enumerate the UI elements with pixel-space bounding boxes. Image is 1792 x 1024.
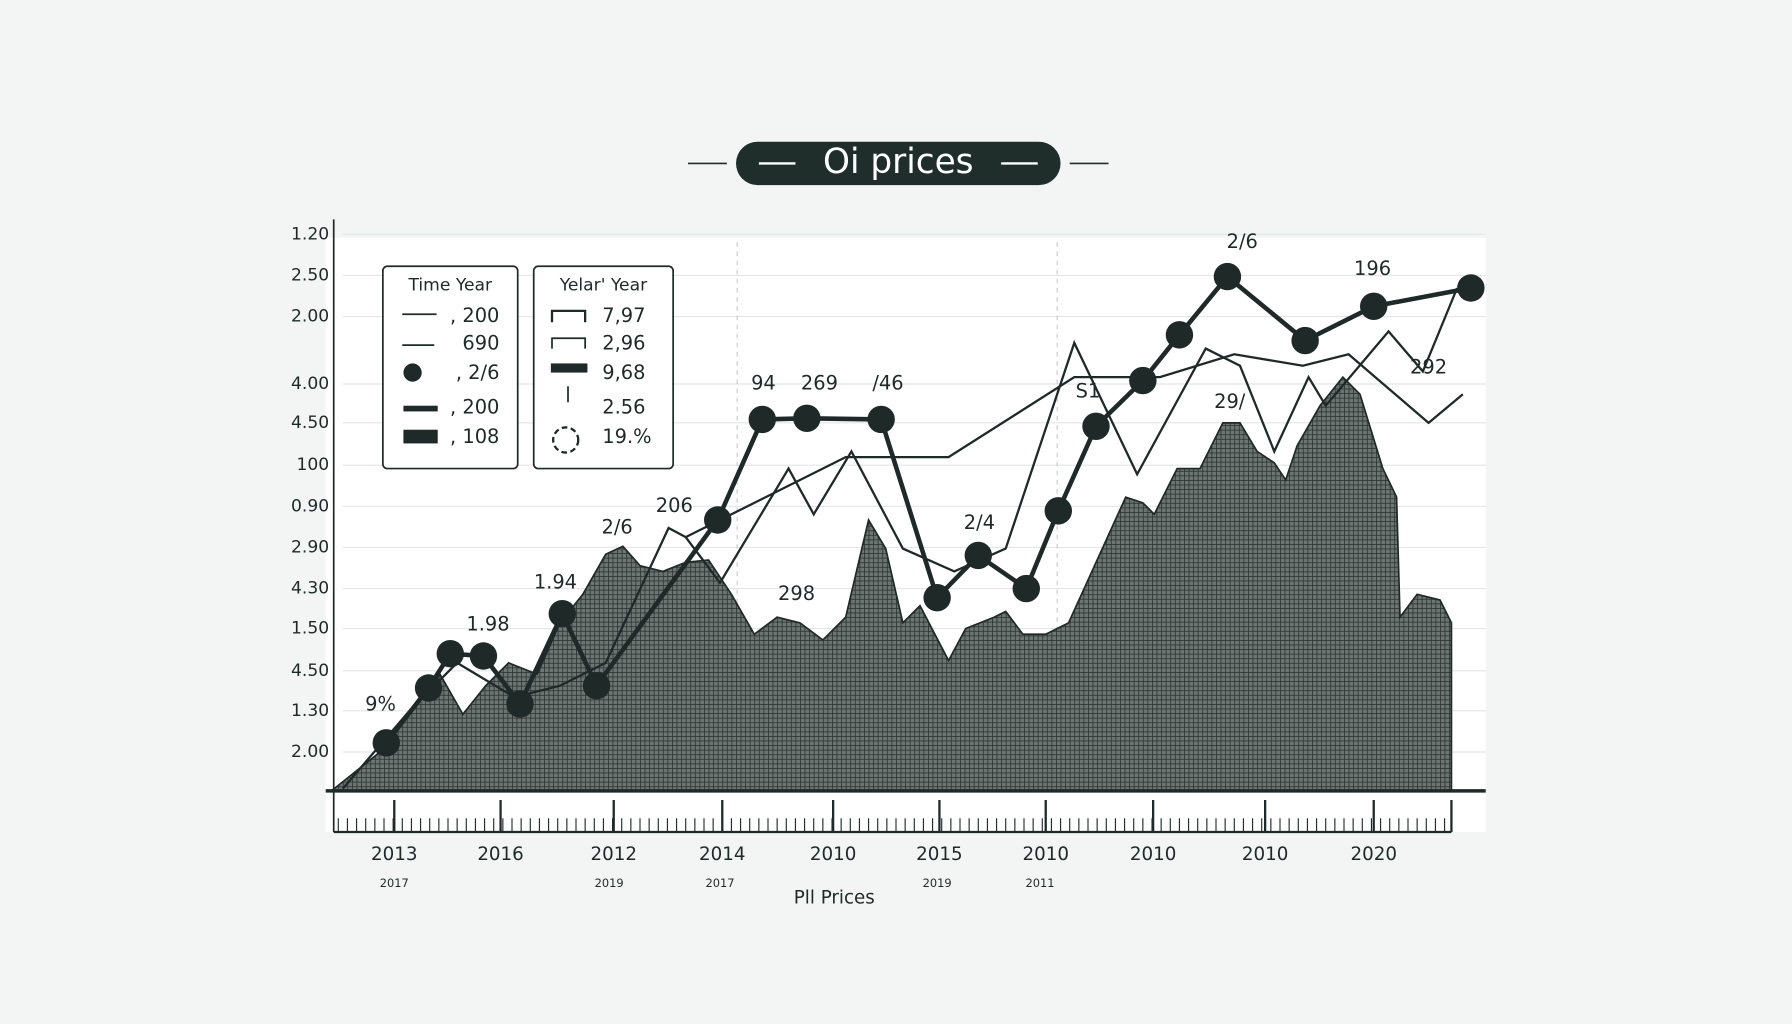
legend-entry: 2,96	[602, 332, 645, 355]
legend-symbol	[552, 426, 580, 454]
marker	[582, 672, 611, 700]
x-axis-label: 2012	[590, 844, 637, 865]
marker	[1360, 292, 1388, 320]
legend-entry: 19.%	[602, 425, 651, 448]
legend-entry: 2.56	[602, 396, 645, 419]
data-label: /46	[872, 372, 903, 395]
x-axis-sublabel: 2017	[705, 876, 734, 890]
legend-symbol	[550, 363, 588, 373]
x-axis-label: 2015	[916, 844, 963, 865]
legend-entry: 7,97	[602, 304, 645, 327]
data-label: 269	[801, 372, 838, 395]
chart-title: Oi prices	[823, 142, 974, 182]
x-axis-title: Pll Prices	[794, 887, 875, 908]
legend-entry: , 2/6	[456, 361, 500, 384]
marker	[867, 405, 895, 434]
data-label: 1.94	[534, 570, 577, 593]
data-label: 2/6	[1227, 230, 1258, 253]
line	[685, 353, 1464, 539]
data-label: 206	[656, 494, 693, 517]
marker	[704, 506, 732, 534]
legend-symbol	[551, 337, 586, 349]
data-label: 1.98	[466, 613, 509, 636]
marker	[748, 405, 776, 434]
data-label: 94	[751, 372, 776, 395]
y-axis-label: 2.00	[291, 742, 329, 762]
marker	[1213, 262, 1242, 291]
marker	[506, 690, 534, 718]
marker	[469, 642, 498, 670]
data-label: 196	[1354, 257, 1391, 280]
legend-entry: 690	[462, 332, 499, 355]
marker	[793, 404, 821, 432]
data-label: 292	[1410, 356, 1447, 379]
chart: 1.20 2.50 2.00 4.00 4.50 100 0.90 2.90 4.30 1.50 4…	[291, 219, 1486, 908]
line	[341, 287, 1459, 790]
area	[328, 375, 1453, 792]
x-axis-sublabel: 2019	[923, 876, 952, 890]
x-axis-label: 2010	[810, 844, 857, 865]
legend-symbol	[403, 405, 438, 412]
legend-entry: , 200	[450, 396, 499, 419]
legend-box	[382, 265, 519, 470]
y-axis-label: 2.50	[291, 265, 329, 285]
data-label: 29/	[1214, 390, 1246, 413]
data-label: 9%	[365, 693, 396, 716]
x-axis-label: 2013	[371, 844, 418, 865]
y-axis-label: 1.20	[291, 224, 329, 244]
x-axis-label: 2014	[699, 844, 746, 865]
x-axis-label: 2010	[1022, 844, 1068, 865]
y-axis-label: 2.00	[291, 307, 329, 327]
marker	[548, 600, 576, 628]
legend-title: Time Year	[407, 276, 493, 296]
marker	[436, 640, 464, 668]
legend-box	[532, 265, 674, 470]
y-axis-label: 4.00	[291, 374, 329, 394]
legend-title: Yelar' Year	[559, 276, 648, 296]
marker	[964, 541, 992, 570]
marker	[1012, 574, 1040, 603]
y-axis-label: 1.30	[291, 701, 329, 721]
marker	[1044, 497, 1072, 525]
marker	[923, 584, 951, 612]
y-axis-label: 4.30	[291, 579, 329, 599]
x-axis-sublabel: 2019	[595, 876, 624, 890]
marker	[1291, 326, 1319, 355]
x-axis-label: 2016	[477, 844, 523, 865]
x-axis-label: 2010	[1130, 844, 1177, 865]
title-pill	[736, 141, 1061, 186]
data-label: S1	[1076, 380, 1101, 403]
data-label: 298	[778, 582, 815, 605]
x-axis-label: 2010	[1242, 844, 1289, 865]
legend-entry: , 200	[450, 304, 499, 327]
marker	[1165, 321, 1194, 349]
y-axis-label: 4.50	[291, 413, 329, 433]
y-axis-label: 0.90	[291, 496, 329, 516]
legend-entry: , 108	[450, 425, 499, 448]
line	[384, 273, 1472, 745]
legend-symbol	[403, 429, 438, 444]
y-axis-label: 2.90	[291, 537, 329, 557]
data-label: 2/6	[602, 515, 633, 538]
x-axis-sublabel: 2011	[1025, 876, 1054, 890]
marker	[372, 729, 400, 757]
marker	[1082, 412, 1110, 440]
legend-entry: 9,68	[602, 361, 645, 384]
marker	[1457, 274, 1485, 302]
y-axis-label: 100	[296, 455, 329, 475]
y-axis-label: 4.50	[291, 661, 329, 681]
legend-symbol	[550, 309, 587, 323]
y-axis-label: 1.50	[291, 619, 329, 639]
data-label: 2/4	[964, 511, 995, 534]
x-axis-sublabel: 2017	[380, 876, 409, 890]
legend-symbol	[403, 363, 422, 382]
marker	[1129, 366, 1157, 395]
x-axis-label: 2020	[1350, 844, 1397, 865]
marker	[414, 674, 443, 702]
